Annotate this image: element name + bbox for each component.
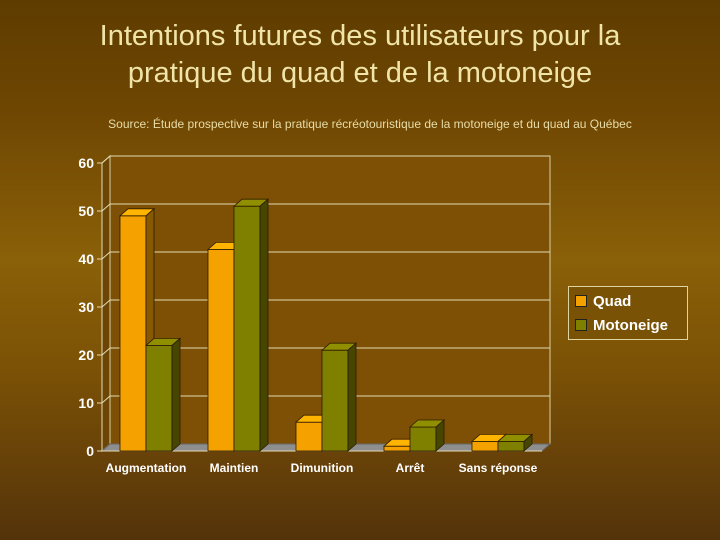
gridline-1 bbox=[101, 395, 550, 404]
legend-item-motoneige: Motoneige bbox=[575, 315, 668, 335]
legend-item-quad: Quad bbox=[575, 291, 631, 311]
gridline-2 bbox=[101, 347, 550, 356]
y-tick-label-0: 0 bbox=[86, 443, 94, 459]
gridline-5 bbox=[101, 203, 550, 212]
x-tick-label-3: Arrêt bbox=[396, 461, 425, 475]
bar-motoneige-4 bbox=[496, 433, 534, 452]
chart-title: Intentions futures des utilisateurs pour… bbox=[0, 18, 720, 92]
x-tick-label-2: Dimunition bbox=[291, 461, 354, 475]
gridline-6 bbox=[101, 155, 550, 164]
y-tick-label-1: 10 bbox=[78, 395, 94, 411]
chart-source: Source: Étude prospective sur la pratiqu… bbox=[108, 117, 632, 131]
bar-motoneige-0 bbox=[144, 337, 182, 452]
legend-label-quad: Quad bbox=[593, 292, 632, 310]
x-tick-label-0: Augmentation bbox=[106, 461, 187, 475]
y-tick-label-2: 20 bbox=[78, 347, 94, 363]
legend-swatch-quad bbox=[575, 295, 587, 307]
y-tick-label-3: 30 bbox=[78, 299, 94, 315]
bar-motoneige-1 bbox=[232, 198, 270, 452]
title-line-2: pratique du quad et de la motoneige bbox=[127, 57, 593, 89]
title-line-1: Intentions futures des utilisateurs pour… bbox=[99, 20, 621, 52]
y-tick-label-4: 40 bbox=[78, 251, 94, 267]
gridline-4 bbox=[101, 251, 550, 260]
x-tick-label-1: Maintien bbox=[210, 461, 259, 475]
y-tick-label-6: 60 bbox=[78, 155, 94, 171]
gridline-3 bbox=[101, 299, 550, 308]
x-tick-label-4: Sans réponse bbox=[459, 461, 538, 475]
bar-motoneige-3 bbox=[408, 419, 446, 452]
bar-motoneige-2 bbox=[320, 342, 358, 452]
y-tick-label-5: 50 bbox=[78, 203, 94, 219]
legend-swatch-motoneige bbox=[575, 319, 587, 331]
legend: Quad Motoneige bbox=[568, 286, 688, 340]
legend-label-motoneige: Motoneige bbox=[593, 316, 668, 334]
